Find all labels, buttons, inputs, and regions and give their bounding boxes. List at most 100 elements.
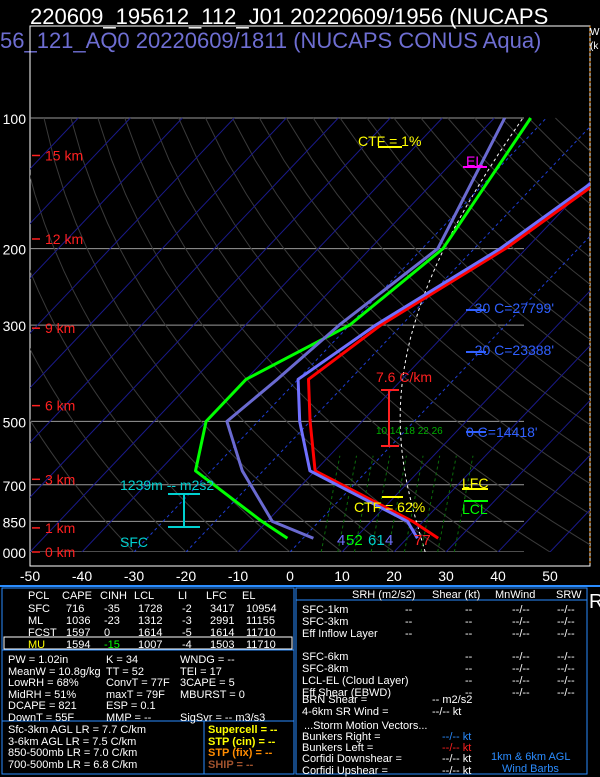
kinematic-cell: SFC-3km [302,615,349,628]
pressure-label: 500 [3,414,27,430]
dry-adiabat [30,174,291,552]
lcl-label: LCL [462,501,488,517]
profile-line-3 [225,117,507,540]
surface-value-suffix: 4 [385,532,393,549]
misc-param: DownT = 55F [8,711,75,724]
param-cell: 1312 [138,615,163,627]
kinematic-cell: LCL-EL (Cloud Layer) [302,674,409,687]
surface-value-prefix: 4 [337,532,345,549]
dry-adiabat [151,117,551,552]
param-cell: 716 [66,603,85,615]
composite-index: Supercell = -- [208,724,278,736]
kinematic-cell: --/-- [512,686,530,699]
kinematic-cell: Eff Shear (EBWD) [302,686,392,699]
temperature-tick-label: -20 [176,568,196,584]
isotherm [30,117,443,552]
param-cell: 1503 [210,639,235,651]
isotherm [81,117,495,552]
kinematic-cell: --/-- [512,615,530,628]
kinematic-cell: SFC-6km [302,651,349,664]
composite-index: SHIP = -- [208,758,254,771]
param-cell: 11710 [246,639,276,651]
misc-param: TEI = 17 [180,665,222,678]
temperature-tick-label: 50 [542,568,558,584]
misc-param: DCAPE = 821 [8,700,77,712]
misc-param: MeanW = 10.8g/kg [8,665,101,678]
dry-adiabat [474,117,590,232]
kinematic-cell: --/-- [512,627,530,640]
surface-dewpoint-value: 52 [346,532,363,549]
dry-adiabat [97,117,447,552]
dry-adiabat [178,117,590,546]
param-header: CAPE [62,590,92,602]
el-label: EL [466,153,483,169]
kinematic-cell: --/-- [512,674,530,687]
param-cell: -2 [182,603,192,615]
height-label: 3 km [45,471,75,487]
isotherm [289,235,590,552]
kinematic-cell: --/-- [557,663,575,675]
storm-motion-value: --/-- kt [442,731,472,743]
misc-param: MBURST = 0 [180,688,245,701]
misc-param: ConvT = 77F [106,677,170,689]
dry-adiabat [205,117,590,515]
dry-adiabat [30,347,187,552]
mixing-ratio-labels: 10 14 18 22 26 [376,426,443,437]
storm-motion-title: ...Storm Motion Vectors... [304,720,428,732]
sounding-title-primary: 220609_195612_112_J01 20220609/1956 (NUC… [30,4,549,29]
isotherm [30,117,183,280]
misc-param: TT = 52 [106,665,145,678]
isotherm [341,290,590,552]
profile-line-2 [296,182,590,540]
kinematic-cell: -- [465,615,473,628]
pressure-label: 300 [3,318,27,334]
misc-param: ESP = 0.1 [106,700,156,712]
mixing-ratio-line [437,455,457,552]
kinematic-cell: -- [465,627,473,640]
param-header: LI [178,590,188,602]
kinematic-cell: Eff Inflow Layer [302,627,378,640]
param-cell: -35 [104,603,120,615]
temperature-tick-label: -30 [124,568,144,584]
parameter-panel: PCL CAPE CINH LCL LI LFC EL SFC 716 -35 1728 -2 3417… [0,585,600,777]
dry-adiabat [30,269,239,552]
isotherm [30,117,391,498]
param-cell: ML [28,615,44,627]
sfc-label: SFC [120,534,148,550]
pressure-label: 850 [3,514,27,530]
brn-shear-label: BRN Shear = [302,694,368,706]
param-cell: SFC [28,603,50,615]
mixing-ratio-line [353,455,374,552]
param-cell: 1614 [138,627,163,639]
parcel-trace [399,117,524,552]
dry-adiabat [393,117,590,313]
kinematic-header: Shear (kt) [432,589,481,601]
kinematic-cell: --/-- [557,674,575,687]
mixing-ratio-line [403,455,424,552]
param-cell: 1007 [138,639,163,651]
misc-param: MidRH = 51% [8,688,77,701]
param-cell: -23 [104,615,120,627]
storm-motion-value: --/-- kt [442,742,472,755]
ctf-low-label: CTF = 62% [354,499,425,515]
profile-line-0 [307,185,590,540]
surface-temperature-value: 77 [414,532,431,549]
temperature-tick-label: 20 [386,568,402,584]
temperature-tick-label: -40 [72,568,92,584]
temperature-tick-label: 0 [286,568,294,584]
param-cell: -3 [182,615,192,627]
height-label: 15 km [45,147,83,163]
isotherm [445,399,590,552]
lfc-label: LFC [462,475,488,491]
temperature-tick-label: 10 [334,568,350,584]
storm-motion-label: Corfidi Upshear = [302,764,388,777]
temperature-tick-label: 30 [438,568,454,584]
param-cell: MU [28,639,46,651]
param-header: LCL [134,590,155,602]
kinematic-cell: -- [465,674,473,687]
side-label: W (k [590,27,600,52]
param-header: EL [242,590,256,602]
storm-motion-label: Corfidi Downshear = [302,753,402,766]
dry-adiabat [258,117,590,455]
